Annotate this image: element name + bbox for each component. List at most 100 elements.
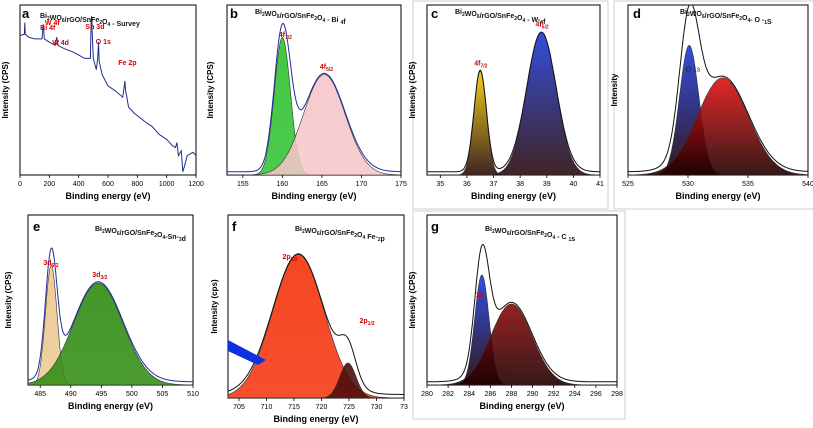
x-axis-label: Binding energy (eV) <box>68 401 153 411</box>
x-tick-label: 170 <box>356 181 368 188</box>
x-tick-label: 36 <box>463 181 471 188</box>
panel-d: O 1s 525 530 535 540 Binding energy (eV) Inten… <box>610 0 813 210</box>
panel-letter: b <box>230 6 238 21</box>
panel-frame <box>412 0 609 210</box>
fit-envelope <box>628 5 808 173</box>
x-tick-label: 35 <box>436 181 444 188</box>
x-tick-label: 200 <box>43 181 55 188</box>
x-tick-label: 710 <box>261 404 273 411</box>
x-tick-label: 525 <box>622 181 634 188</box>
plot-content <box>228 253 404 398</box>
x-tick-label: 490 <box>65 391 77 398</box>
panel-letter: g <box>431 219 439 234</box>
fit-envelope <box>427 243 617 383</box>
peak-3d5-2 <box>28 264 193 385</box>
panel-e: 3d5/2 3d3/2 485 490 495 500 505 510 Binding ener… <box>4 214 199 411</box>
peak-4f5-2 <box>427 32 600 175</box>
y-axis-label: Intensity (CPS) <box>408 61 417 118</box>
panel-title: Bi2WO6/rGO/SnFe2O4 - C 1s <box>485 226 575 243</box>
plot-area <box>426 4 601 176</box>
fit-envelope <box>227 22 401 173</box>
x-tick-label: 288 <box>506 391 518 398</box>
panel-letter: d <box>633 6 641 21</box>
peak-label: 4f5/2 <box>320 64 333 73</box>
fit-envelope <box>228 253 404 395</box>
panel-title: Bi2WO6/rGO/SnFe2O4 Fe-2p <box>295 226 385 243</box>
x-tick-label: 39 <box>543 181 551 188</box>
x-tick-label: 730 <box>371 404 383 411</box>
y-axis-label: Intensity (CPS) <box>1 61 10 118</box>
peak-label: 4f7/2 <box>279 32 292 41</box>
peak-label: O 1s <box>686 66 701 73</box>
panel-letter: c <box>431 6 438 21</box>
peak-label: 4f5/2 <box>535 21 548 30</box>
y-axis-label: Intensity (CPS) <box>408 271 417 328</box>
plot-area <box>19 4 197 176</box>
x-tick-label: 160 <box>277 181 289 188</box>
x-axis-label: Binding energy (eV) <box>471 191 556 201</box>
x-tick-label: 165 <box>316 181 328 188</box>
y-axis-label: Intensity (cps) <box>210 279 219 334</box>
peak-label: 3d3/2 <box>92 272 107 281</box>
panel-g: 1s 280 282 284 286 288 290 292 294 296 298 Binding … <box>408 210 626 420</box>
x-tick-label: 294 <box>569 391 581 398</box>
x-tick-label: 298 <box>611 391 623 398</box>
x-tick-label: 1000 <box>159 181 175 188</box>
plot-content <box>427 31 600 175</box>
x-tick-label: 540 <box>802 181 813 188</box>
x-tick-label: 500 <box>126 391 138 398</box>
x-tick-label: 600 <box>102 181 114 188</box>
x-tick-label: 1200 <box>188 181 204 188</box>
panel-letter: a <box>22 6 30 21</box>
plot-content <box>28 247 193 385</box>
x-tick-label: 400 <box>73 181 85 188</box>
x-axis-label: Binding energy (eV) <box>65 191 150 201</box>
x-tick-label: 535 <box>742 181 754 188</box>
x-axis-label: Binding energy (eV) <box>675 191 760 201</box>
x-tick-label: 40 <box>569 181 577 188</box>
x-tick-label: 296 <box>590 391 602 398</box>
fit-envelope <box>427 31 600 173</box>
y-axis-label: Intensity (CPS) <box>4 271 13 328</box>
survey-annotation: W 4d <box>52 40 69 47</box>
peak-component <box>427 303 617 385</box>
x-axis-label: Binding energy (eV) <box>273 414 358 424</box>
x-tick-label: 41 <box>596 181 604 188</box>
panel-b: 4f7/2 4f5/2 155 160 165 170 175 Binding energy … <box>206 4 407 201</box>
panel-frame <box>412 210 626 420</box>
x-tick-label: 73 <box>400 404 408 411</box>
panel-f: 2p3/2 2p1/2 705 710 715 720 725 730 73 Binding en… <box>210 214 408 424</box>
x-axis-label: Binding energy (eV) <box>271 191 356 201</box>
x-tick-label: 286 <box>484 391 496 398</box>
panel-letter: e <box>33 219 40 234</box>
panel-title: Bi2WO6/rGO/SnFe2O4 - Survey <box>40 13 140 28</box>
peak-label: 3d5/2 <box>43 260 58 269</box>
fit-envelope <box>28 247 193 383</box>
x-tick-label: 282 <box>442 391 454 398</box>
x-tick-label: 280 <box>421 391 433 398</box>
survey-annotation: W 4f <box>45 20 60 27</box>
x-tick-label: 725 <box>343 404 355 411</box>
x-tick-label: 705 <box>233 404 245 411</box>
x-tick-label: 510 <box>187 391 199 398</box>
peak-4f5-2 <box>227 74 401 175</box>
x-tick-label: 720 <box>316 404 328 411</box>
panel-title: Bi2WO6/rGO/SnFe2O4 - Bi 4f <box>255 9 346 26</box>
survey-annotation: Sn 3d <box>85 24 104 31</box>
survey-annotation: O 1s <box>96 39 111 46</box>
x-tick-label: 485 <box>34 391 46 398</box>
plot-content <box>20 16 196 172</box>
background-blue-segment <box>228 340 266 365</box>
x-tick-label: 800 <box>131 181 143 188</box>
plot-content <box>628 5 808 175</box>
x-tick-label: 505 <box>157 391 169 398</box>
x-tick-label: 715 <box>288 404 300 411</box>
peak-label: 1s <box>476 292 484 299</box>
panel-title: Bi2WO6/rGO/SnFe2O4-Sn-3d <box>95 226 186 243</box>
x-tick-label: 37 <box>490 181 498 188</box>
x-tick-label: 155 <box>237 181 249 188</box>
panel-frame <box>613 0 813 210</box>
plot-content <box>227 22 401 175</box>
